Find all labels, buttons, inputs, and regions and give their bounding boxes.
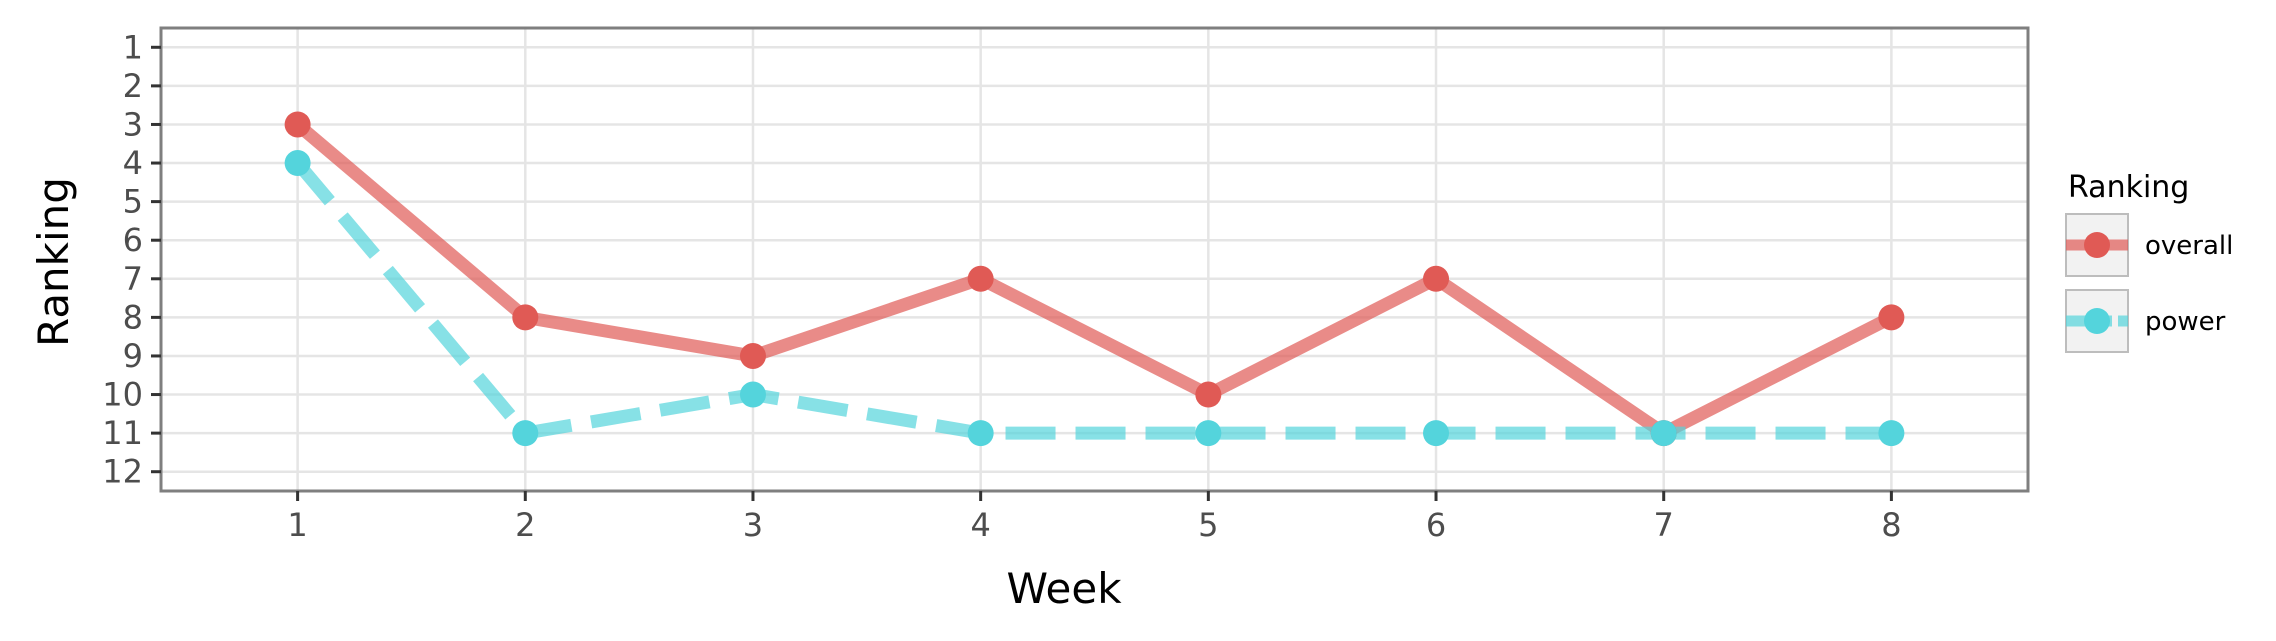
data-point-overall: [967, 265, 994, 292]
y-tick-label: 10: [102, 376, 143, 414]
legend-item-overall: overall: [2065, 213, 2233, 277]
x-tick-label: 1: [287, 506, 307, 544]
plot-border: [159, 26, 2030, 493]
data-point-overall: [512, 304, 539, 331]
legend-item-power: power: [2065, 289, 2226, 353]
x-axis-title: Week: [1006, 564, 1122, 613]
series-line-power: [292, 158, 1892, 440]
data-point-power: [1650, 420, 1677, 447]
data-point-overall: [284, 111, 311, 138]
x-tick-label: 7: [1654, 506, 1674, 544]
y-tick-label: 7: [123, 260, 143, 298]
x-tick-label: 4: [970, 506, 990, 544]
x-tick-label: 8: [1881, 506, 1901, 544]
legend-label: power: [2145, 307, 2226, 337]
plot-background: [161, 28, 2028, 491]
x-tick-label: 2: [515, 506, 535, 544]
data-point-power: [739, 381, 766, 408]
data-point-power: [967, 420, 994, 447]
data-point-power: [1423, 420, 1450, 447]
y-tick-label: 8: [123, 298, 143, 336]
y-tick-label: 11: [102, 414, 143, 452]
y-tick-label: 1: [123, 28, 143, 66]
legend-key-marker: [2084, 308, 2110, 334]
series-line-overall: [293, 119, 1895, 440]
y-tick-label: 5: [123, 183, 143, 221]
data-point-power: [284, 150, 311, 177]
legend-label: overall: [2145, 231, 2233, 261]
y-tick-label: 9: [123, 337, 143, 375]
legend-items: overall power: [2065, 213, 2233, 353]
y-tick-label: 6: [123, 221, 143, 259]
data-point-power: [512, 420, 539, 447]
data-point-overall: [1878, 304, 1905, 331]
legend: Ranking overall power: [2065, 170, 2233, 353]
series-layer: [284, 111, 1905, 447]
data-point-overall: [739, 342, 766, 369]
x-tick-label: 3: [743, 506, 763, 544]
y-tick-label: 2: [123, 67, 143, 105]
data-point-overall: [1423, 265, 1450, 292]
grid: [161, 28, 2028, 491]
y-tick-label: 12: [102, 453, 143, 491]
data-point-power: [1195, 420, 1222, 447]
y-tick-label: 3: [123, 105, 143, 143]
x-tick-label: 5: [1198, 506, 1218, 544]
y-tick-label: 4: [123, 144, 143, 182]
y-axis-title: Ranking: [29, 177, 78, 347]
data-point-overall: [1195, 381, 1222, 408]
legend-title: Ranking: [2068, 170, 2189, 205]
data-point-power: [1878, 420, 1905, 447]
x-tick-label: 6: [1426, 506, 1446, 544]
legend-key-marker: [2084, 232, 2110, 258]
